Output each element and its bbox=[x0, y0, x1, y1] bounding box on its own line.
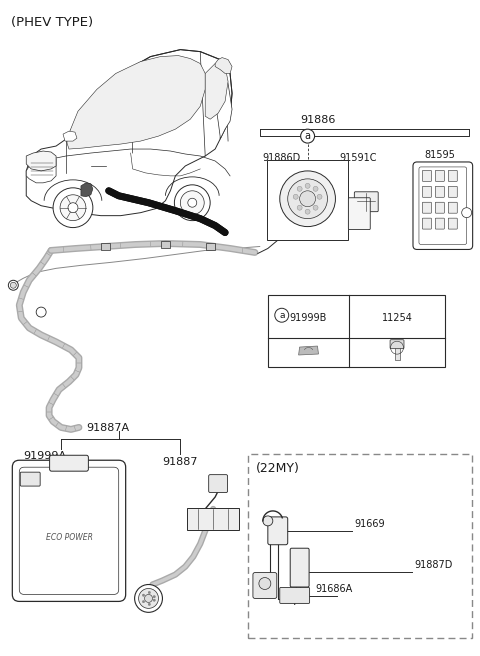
FancyBboxPatch shape bbox=[268, 517, 288, 544]
FancyBboxPatch shape bbox=[248, 454, 472, 638]
FancyBboxPatch shape bbox=[187, 508, 239, 530]
Text: a: a bbox=[279, 311, 285, 319]
Text: 91999A: 91999A bbox=[23, 451, 66, 461]
FancyBboxPatch shape bbox=[422, 171, 432, 181]
Text: ECO POWER: ECO POWER bbox=[46, 533, 93, 542]
Text: 91887D: 91887D bbox=[414, 560, 452, 569]
FancyBboxPatch shape bbox=[395, 346, 399, 359]
Text: 11254: 11254 bbox=[382, 313, 412, 323]
Circle shape bbox=[259, 577, 271, 590]
Circle shape bbox=[180, 191, 204, 215]
FancyBboxPatch shape bbox=[435, 202, 444, 213]
Circle shape bbox=[148, 591, 151, 594]
FancyBboxPatch shape bbox=[348, 197, 370, 230]
FancyBboxPatch shape bbox=[422, 202, 432, 213]
Circle shape bbox=[300, 191, 315, 207]
Circle shape bbox=[263, 516, 273, 526]
FancyBboxPatch shape bbox=[448, 202, 457, 213]
Circle shape bbox=[60, 195, 86, 220]
Text: 91887: 91887 bbox=[162, 457, 198, 467]
Circle shape bbox=[297, 205, 302, 210]
Text: 91887A: 91887A bbox=[86, 423, 129, 434]
Circle shape bbox=[313, 186, 318, 192]
Circle shape bbox=[174, 185, 210, 220]
Circle shape bbox=[153, 599, 156, 602]
Polygon shape bbox=[67, 56, 205, 149]
Circle shape bbox=[68, 203, 78, 213]
FancyBboxPatch shape bbox=[448, 218, 457, 229]
FancyBboxPatch shape bbox=[354, 192, 378, 212]
FancyBboxPatch shape bbox=[390, 340, 404, 349]
Polygon shape bbox=[26, 158, 56, 183]
FancyBboxPatch shape bbox=[435, 186, 444, 197]
Text: 91886: 91886 bbox=[300, 115, 335, 125]
FancyBboxPatch shape bbox=[206, 243, 215, 250]
Circle shape bbox=[36, 307, 46, 317]
FancyBboxPatch shape bbox=[209, 475, 228, 493]
Text: a: a bbox=[305, 131, 311, 141]
Circle shape bbox=[8, 280, 18, 290]
Circle shape bbox=[305, 183, 310, 188]
Polygon shape bbox=[299, 346, 319, 355]
Polygon shape bbox=[215, 58, 232, 73]
Text: (22MY): (22MY) bbox=[256, 462, 300, 475]
FancyBboxPatch shape bbox=[161, 241, 170, 248]
Circle shape bbox=[142, 594, 144, 596]
Circle shape bbox=[148, 603, 151, 605]
Polygon shape bbox=[81, 183, 93, 197]
FancyBboxPatch shape bbox=[435, 218, 444, 229]
FancyBboxPatch shape bbox=[253, 573, 277, 598]
Circle shape bbox=[275, 308, 288, 322]
Circle shape bbox=[53, 188, 93, 228]
Circle shape bbox=[153, 596, 156, 598]
Circle shape bbox=[300, 129, 314, 143]
Text: 91886D: 91886D bbox=[263, 153, 301, 163]
FancyBboxPatch shape bbox=[267, 160, 348, 239]
Polygon shape bbox=[215, 64, 232, 139]
FancyBboxPatch shape bbox=[49, 455, 88, 471]
Text: 81595: 81595 bbox=[424, 150, 455, 160]
FancyBboxPatch shape bbox=[413, 162, 473, 249]
FancyBboxPatch shape bbox=[422, 218, 432, 229]
Polygon shape bbox=[205, 64, 228, 119]
Circle shape bbox=[462, 208, 472, 218]
Text: (PHEV TYPE): (PHEV TYPE) bbox=[12, 16, 94, 29]
Circle shape bbox=[11, 282, 16, 288]
Circle shape bbox=[188, 198, 197, 207]
Text: 91669: 91669 bbox=[354, 519, 385, 529]
Circle shape bbox=[144, 594, 153, 602]
Text: 91591C: 91591C bbox=[339, 153, 377, 163]
FancyBboxPatch shape bbox=[290, 548, 309, 587]
Circle shape bbox=[313, 205, 318, 210]
Circle shape bbox=[280, 171, 336, 226]
Polygon shape bbox=[26, 50, 232, 216]
Circle shape bbox=[297, 186, 302, 192]
Text: 91999B: 91999B bbox=[290, 313, 327, 323]
Circle shape bbox=[142, 600, 144, 603]
FancyBboxPatch shape bbox=[12, 461, 126, 602]
Circle shape bbox=[134, 584, 162, 612]
FancyBboxPatch shape bbox=[448, 171, 457, 181]
FancyBboxPatch shape bbox=[435, 171, 444, 181]
FancyBboxPatch shape bbox=[280, 588, 310, 604]
Circle shape bbox=[317, 194, 322, 199]
Polygon shape bbox=[63, 131, 77, 141]
Circle shape bbox=[293, 194, 298, 199]
Circle shape bbox=[305, 209, 310, 214]
FancyBboxPatch shape bbox=[422, 186, 432, 197]
Text: 91686A: 91686A bbox=[315, 584, 353, 594]
Circle shape bbox=[139, 588, 158, 608]
FancyBboxPatch shape bbox=[140, 596, 157, 607]
FancyBboxPatch shape bbox=[448, 186, 457, 197]
Circle shape bbox=[288, 179, 327, 218]
FancyBboxPatch shape bbox=[268, 295, 445, 367]
Polygon shape bbox=[26, 151, 56, 171]
FancyBboxPatch shape bbox=[101, 243, 110, 250]
FancyBboxPatch shape bbox=[20, 472, 40, 486]
